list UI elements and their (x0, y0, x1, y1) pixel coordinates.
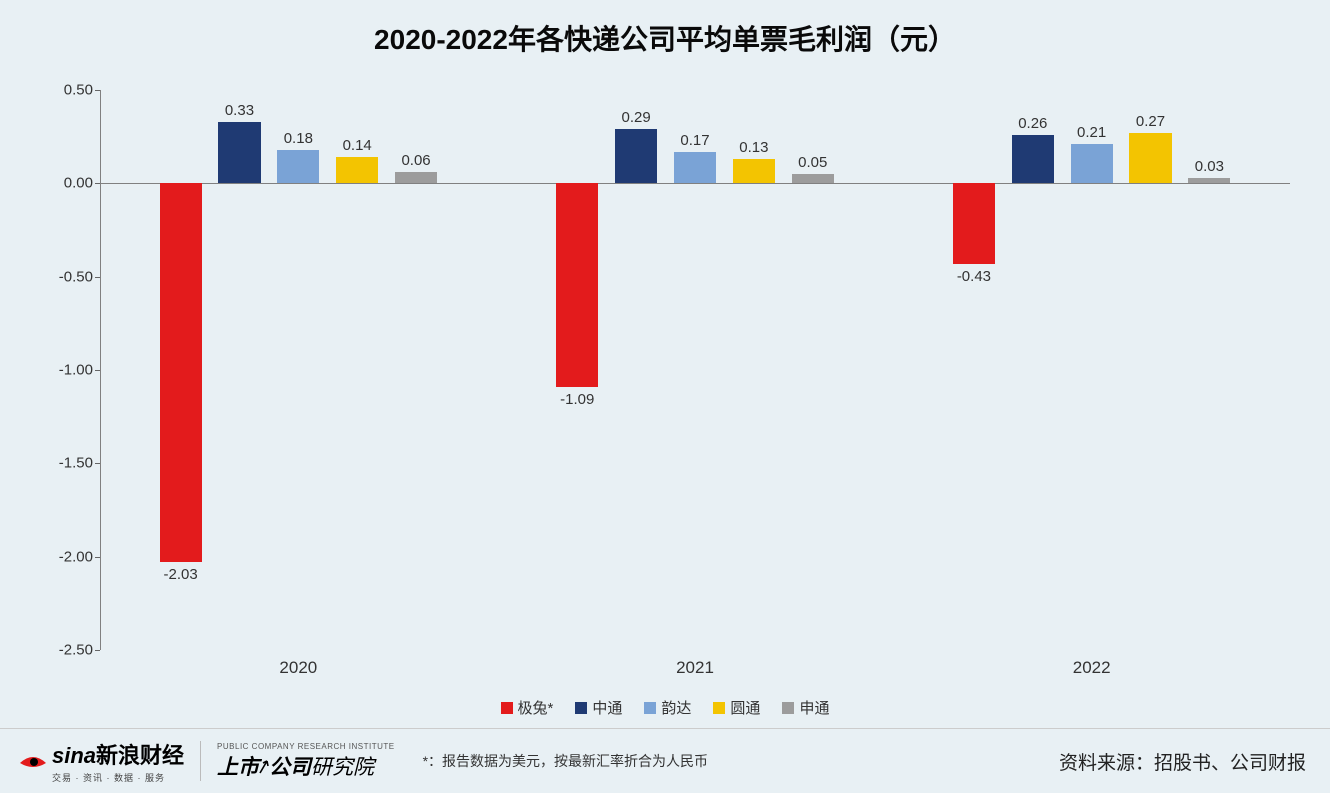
chart-area: -2.50-2.00-1.50-1.00-0.500.000.502020-2.… (100, 90, 1290, 650)
legend-swatch (575, 702, 587, 714)
bar-value-label: 0.27 (1121, 113, 1181, 130)
sina-cn: 新浪财经 (96, 738, 184, 770)
sina-subtitle: 交易 · 资讯 · 数据 · 服务 (52, 771, 184, 784)
bar (218, 122, 260, 184)
bar-value-label: 0.14 (327, 137, 387, 154)
institute-cn: 上市 公司 研究院 (217, 751, 395, 781)
legend-item: 圆通 (713, 697, 760, 718)
legend-swatch (501, 702, 513, 714)
bar (1129, 133, 1171, 183)
bar-value-label: 0.18 (268, 130, 328, 147)
legend: 极兔* 中通 韵达 圆通 申通 (0, 697, 1330, 718)
ytick-label: -2.00 (45, 548, 93, 565)
bar (1188, 178, 1230, 184)
bar-value-label: 0.29 (606, 109, 666, 126)
bar (792, 174, 834, 183)
footer-divider (200, 741, 201, 781)
legend-label: 中通 (592, 697, 622, 718)
bar-value-label: 0.26 (1003, 115, 1063, 132)
legend-item: 极兔* (501, 697, 554, 718)
bar-value-label: 0.05 (783, 154, 843, 171)
legend-label: 极兔* (518, 697, 554, 718)
bar (336, 157, 378, 183)
bar-value-label: 0.17 (665, 132, 725, 149)
ytick-label: 0.00 (45, 175, 93, 192)
ytick-label: -1.50 (45, 455, 93, 472)
legend-item: 中通 (575, 697, 622, 718)
sina-eye-icon (18, 751, 48, 771)
category-label: 2022 (1073, 658, 1111, 678)
bar (953, 183, 995, 263)
bar (395, 172, 437, 183)
legend-swatch (644, 702, 656, 714)
plot: -2.50-2.00-1.50-1.00-0.500.000.502020-2.… (100, 90, 1290, 650)
bar-value-label: 0.13 (724, 139, 784, 156)
institute-cn-2: 公司 (269, 751, 311, 781)
legend-swatch (782, 702, 794, 714)
ytick-label: 0.50 (45, 82, 93, 99)
bar-value-label: 0.33 (209, 102, 269, 119)
bar (160, 183, 202, 562)
institute-cn-3: 研究院 (311, 751, 374, 781)
chart-title: 2020-2022年各快递公司平均单票毛利润（元） (0, 0, 1330, 58)
bar (1071, 144, 1113, 183)
bar (556, 183, 598, 386)
ytick-label: -1.00 (45, 362, 93, 379)
category-label: 2021 (676, 658, 714, 678)
bar (615, 129, 657, 183)
legend-label: 申通 (799, 697, 829, 718)
x-axis-line (100, 183, 1290, 184)
bar (674, 152, 716, 184)
legend-swatch (713, 702, 725, 714)
legend-label: 圆通 (730, 697, 760, 718)
bar-value-label: 0.03 (1179, 158, 1239, 175)
sina-finance-logo: sina 新浪财经 交易 · 资讯 · 数据 · 服务 (18, 738, 184, 784)
ytick-mark (95, 650, 100, 651)
bar-value-label: -0.43 (944, 268, 1004, 285)
bar-value-label: -1.09 (547, 391, 607, 408)
y-axis-line (100, 90, 101, 650)
bar-value-label: 0.21 (1062, 124, 1122, 141)
legend-item: 韵达 (644, 697, 691, 718)
footer: sina 新浪财经 交易 · 资讯 · 数据 · 服务 PUBLIC COMPA… (0, 728, 1330, 793)
ytick-label: -2.50 (45, 642, 93, 659)
sina-latin: sina (52, 743, 96, 769)
legend-item: 申通 (782, 697, 829, 718)
institute-logo: PUBLIC COMPANY RESEARCH INSTITUTE 上市 公司 … (217, 742, 395, 781)
institute-cn-1: 上市 (217, 751, 259, 781)
data-source: 资料来源：招股书、公司财报 (1059, 748, 1306, 775)
bar-value-label: 0.06 (386, 152, 446, 169)
bar-value-label: -2.03 (151, 566, 211, 583)
institute-en: PUBLIC COMPANY RESEARCH INSTITUTE (217, 742, 395, 751)
legend-label: 韵达 (661, 697, 691, 718)
footnote: *：报告数据为美元，按最新汇率折合为人民币 (423, 751, 708, 771)
ytick-label: -0.50 (45, 268, 93, 285)
category-label: 2020 (279, 658, 317, 678)
bar (277, 150, 319, 184)
bar (1012, 135, 1054, 184)
bar (733, 159, 775, 183)
